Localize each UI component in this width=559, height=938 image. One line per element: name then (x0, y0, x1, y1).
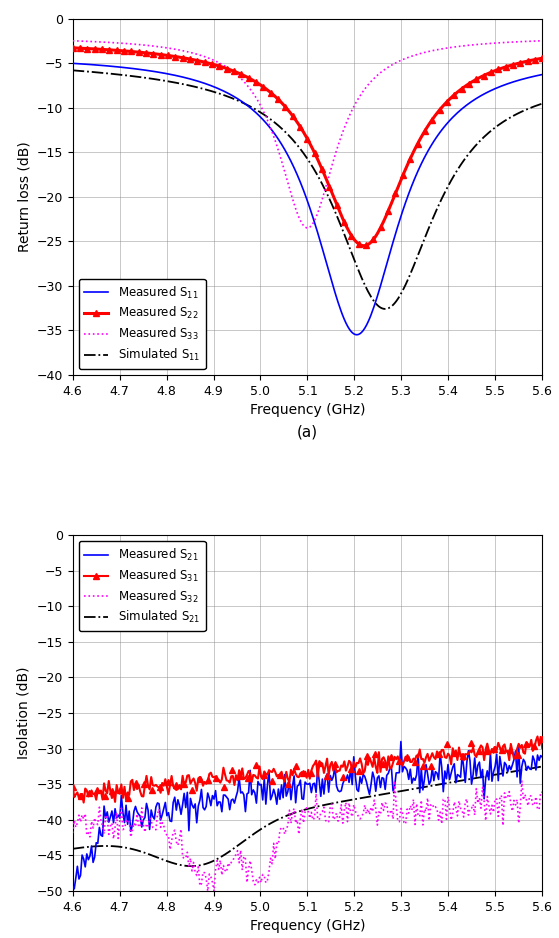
Y-axis label: Return loss (dB): Return loss (dB) (17, 142, 31, 252)
Y-axis label: Isolation (dB): Isolation (dB) (17, 667, 31, 760)
X-axis label: Frequency (GHz): Frequency (GHz) (250, 919, 365, 933)
Text: (a): (a) (297, 425, 318, 440)
Legend: Measured S$_\mathregular{11}$, Measured S$_\mathregular{22}$, Measured S$_\mathr: Measured S$_\mathregular{11}$, Measured … (79, 279, 206, 369)
Legend: Measured S$_\mathregular{21}$, Measured S$_\mathregular{31}$, Measured S$_\mathr: Measured S$_\mathregular{21}$, Measured … (79, 541, 206, 631)
X-axis label: Frequency (GHz): Frequency (GHz) (250, 403, 365, 417)
